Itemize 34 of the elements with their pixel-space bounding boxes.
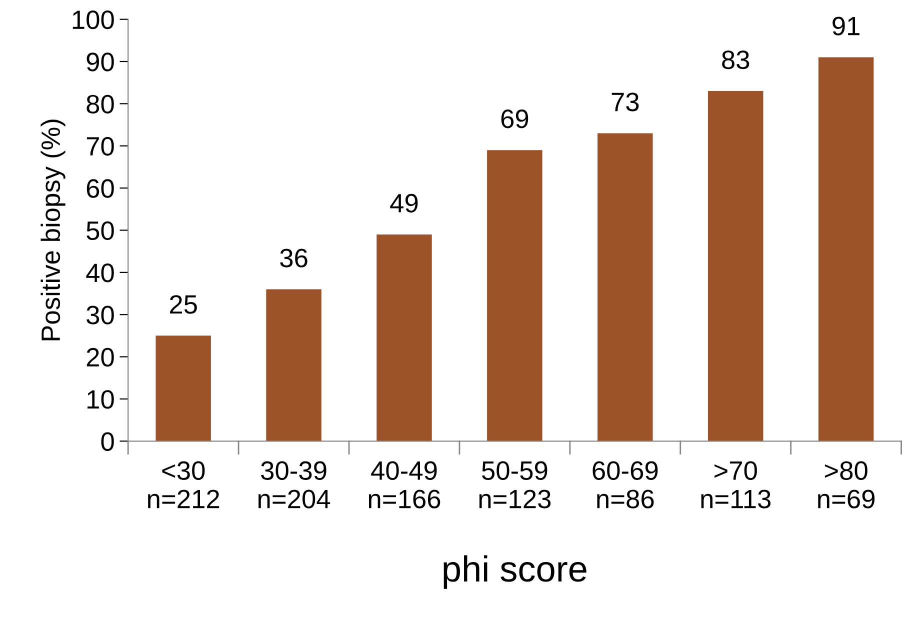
y-tick-label: 30 (86, 306, 114, 324)
x-tick-label: 40-49 n=166 (368, 461, 440, 508)
x-tick-label: 30-39 n=204 (258, 461, 330, 508)
data-label: 36 (280, 248, 308, 268)
data-label: 91 (832, 16, 860, 36)
bar (708, 91, 764, 442)
x-tick-label: 50-59 n=123 (479, 461, 551, 508)
data-label: 73 (612, 92, 639, 112)
y-axis-title: Positive biopsy (%) (40, 120, 66, 340)
bar (598, 133, 653, 442)
bar (266, 289, 322, 442)
bar (376, 234, 432, 442)
bar (156, 336, 211, 442)
y-tick-label: 50 (86, 221, 114, 240)
y-tick-label: 60 (86, 179, 114, 198)
y-tick-label: 100 (72, 10, 114, 30)
y-tick-label: 0 (101, 432, 114, 451)
bar (487, 150, 542, 442)
x-tick-label: <30 n=212 (148, 461, 220, 508)
y-tick-label: 10 (88, 390, 114, 409)
y-tick-label: 40 (86, 264, 114, 282)
y-tick-label: 70 (86, 137, 114, 156)
data-label: 69 (501, 110, 528, 128)
y-tick-label: 90 (86, 52, 114, 72)
bar (818, 57, 874, 442)
data-label: 49 (390, 194, 418, 213)
data-label: 25 (170, 295, 197, 314)
x-tick-label: >70 n=113 (701, 461, 771, 508)
data-label: 83 (722, 50, 750, 70)
x-tick-label: >80 n=69 (818, 461, 875, 508)
y-tick-label: 20 (86, 348, 114, 367)
x-axis-title: phi score (444, 555, 586, 589)
x-tick-label: 60-69 n=86 (592, 461, 658, 508)
y-tick-label: 80 (86, 94, 114, 114)
